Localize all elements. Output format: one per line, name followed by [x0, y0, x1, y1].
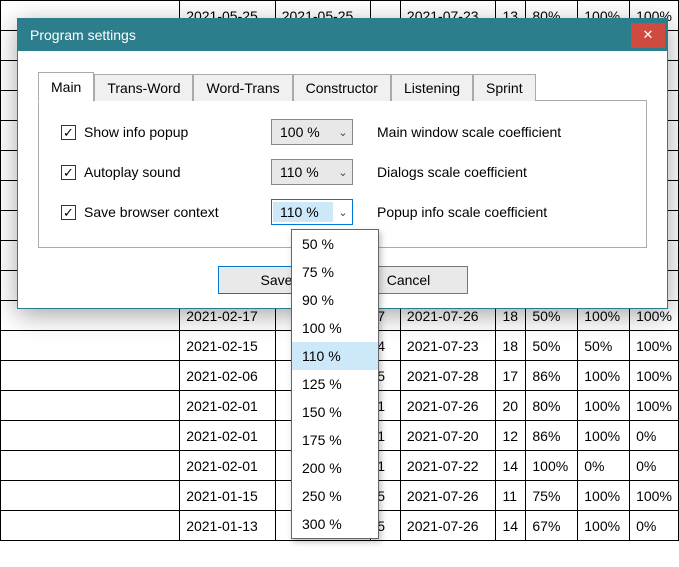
checkbox-row: ✓ Show info popup [61, 124, 271, 140]
table-cell: 2021-07-23 [400, 331, 496, 361]
checkbox-label: Save browser context [84, 204, 219, 220]
table-cell: 2021-01-13 [180, 511, 276, 541]
table-cell: 2021-02-06 [180, 361, 276, 391]
table-cell: 86% [526, 361, 578, 391]
checkbox-label: Show info popup [84, 124, 188, 140]
combo-description: Main window scale coefficient [363, 124, 624, 140]
combo-value: 110 % [272, 164, 334, 180]
table-cell [1, 451, 180, 481]
checkbox-label: Autoplay sound [84, 164, 181, 180]
table-cell: 100% [630, 391, 679, 421]
dropdown-option[interactable]: 175 % [292, 426, 378, 454]
table-cell: 0% [630, 451, 679, 481]
combo-description: Popup info scale coefficient [363, 204, 624, 220]
settings-grid: ✓Show info popup100 %⌄Main window scale … [61, 119, 624, 225]
combo-value: 110 % [273, 202, 333, 222]
combo-description: Dialogs scale coefficient [363, 164, 624, 180]
dropdown-option[interactable]: 200 % [292, 454, 378, 482]
table-cell: 12 [496, 421, 526, 451]
table-cell: 100% [630, 481, 679, 511]
table-cell: 11 [496, 481, 526, 511]
table-cell: 100% [578, 391, 630, 421]
scale-combo[interactable]: 100 %⌄ [271, 119, 353, 145]
dropdown-option[interactable]: 300 % [292, 510, 378, 538]
tab-sprint[interactable]: Sprint [473, 74, 536, 101]
titlebar: Program settings ✕ [18, 19, 667, 51]
table-cell: 75% [526, 481, 578, 511]
table-cell: 0% [578, 451, 630, 481]
table-cell: 2021-01-15 [180, 481, 276, 511]
tab-trans-word[interactable]: Trans-Word [94, 74, 193, 101]
dropdown-option[interactable]: 75 % [292, 258, 378, 286]
save-button-label: Save [261, 272, 293, 288]
dropdown-option[interactable]: 125 % [292, 370, 378, 398]
close-icon: ✕ [643, 27, 654, 43]
dropdown-option[interactable]: 150 % [292, 398, 378, 426]
table-cell: 50% [526, 331, 578, 361]
table-cell: 67% [526, 511, 578, 541]
cancel-button-label: Cancel [387, 272, 431, 288]
chevron-down-icon: ⌄ [334, 206, 352, 219]
dropdown-option[interactable]: 100 % [292, 314, 378, 342]
table-cell: 2021-02-15 [180, 331, 276, 361]
tab-panel-main: ✓Show info popup100 %⌄Main window scale … [38, 100, 647, 248]
table-cell [1, 391, 180, 421]
dropdown-option[interactable]: 250 % [292, 482, 378, 510]
dropdown-option[interactable]: 90 % [292, 286, 378, 314]
scale-combo[interactable]: 110 %⌄ [271, 199, 353, 225]
table-cell: 2021-02-01 [180, 421, 276, 451]
checkbox[interactable]: ✓ [61, 125, 76, 140]
table-cell: 0% [630, 511, 679, 541]
checkbox-row: ✓ Save browser context [61, 204, 271, 220]
table-cell [1, 361, 180, 391]
tab-word-trans[interactable]: Word-Trans [193, 74, 292, 101]
table-cell: 2021-02-01 [180, 451, 276, 481]
table-cell: 100% [630, 361, 679, 391]
table-cell: 14 [496, 511, 526, 541]
table-cell [1, 511, 180, 541]
tab-constructor[interactable]: Constructor [293, 74, 391, 101]
scale-combo[interactable]: 110 %⌄ [271, 159, 353, 185]
dropdown-option[interactable]: 110 % [292, 342, 378, 370]
checkbox[interactable]: ✓ [61, 205, 76, 220]
table-cell: 100% [578, 421, 630, 451]
close-button[interactable]: ✕ [631, 23, 665, 48]
table-cell: 2021-07-26 [400, 391, 496, 421]
table-cell: 100% [578, 481, 630, 511]
table-cell: 80% [526, 391, 578, 421]
table-cell: 100% [526, 451, 578, 481]
table-cell: 20 [496, 391, 526, 421]
table-cell: 18 [496, 331, 526, 361]
table-cell [1, 481, 180, 511]
tab-main[interactable]: Main [38, 72, 94, 102]
tab-strip: MainTrans-WordWord-TransConstructorListe… [38, 71, 647, 101]
checkbox-row: ✓ Autoplay sound [61, 164, 271, 180]
dialog-title: Program settings [30, 27, 136, 43]
table-cell: 2021-07-28 [400, 361, 496, 391]
scale-dropdown[interactable]: 50 %75 %90 %100 %110 %125 %150 %175 %200… [291, 229, 379, 539]
table-cell [1, 331, 180, 361]
chevron-down-icon: ⌄ [334, 126, 352, 139]
table-cell: 17 [496, 361, 526, 391]
table-cell: 2021-07-26 [400, 511, 496, 541]
tab-listening[interactable]: Listening [391, 74, 473, 101]
dropdown-option[interactable]: 50 % [292, 230, 378, 258]
table-cell: 2021-02-01 [180, 391, 276, 421]
table-cell: 86% [526, 421, 578, 451]
chevron-down-icon: ⌄ [334, 166, 352, 179]
combo-value: 100 % [272, 124, 334, 140]
table-cell: 50% [578, 331, 630, 361]
table-cell: 0% [630, 421, 679, 451]
table-cell: 100% [578, 511, 630, 541]
table-cell: 100% [578, 361, 630, 391]
table-cell: 2021-07-20 [400, 421, 496, 451]
table-cell: 2021-07-22 [400, 451, 496, 481]
table-cell: 14 [496, 451, 526, 481]
table-cell: 100% [630, 331, 679, 361]
checkbox[interactable]: ✓ [61, 165, 76, 180]
table-cell [1, 421, 180, 451]
table-cell: 2021-07-26 [400, 481, 496, 511]
